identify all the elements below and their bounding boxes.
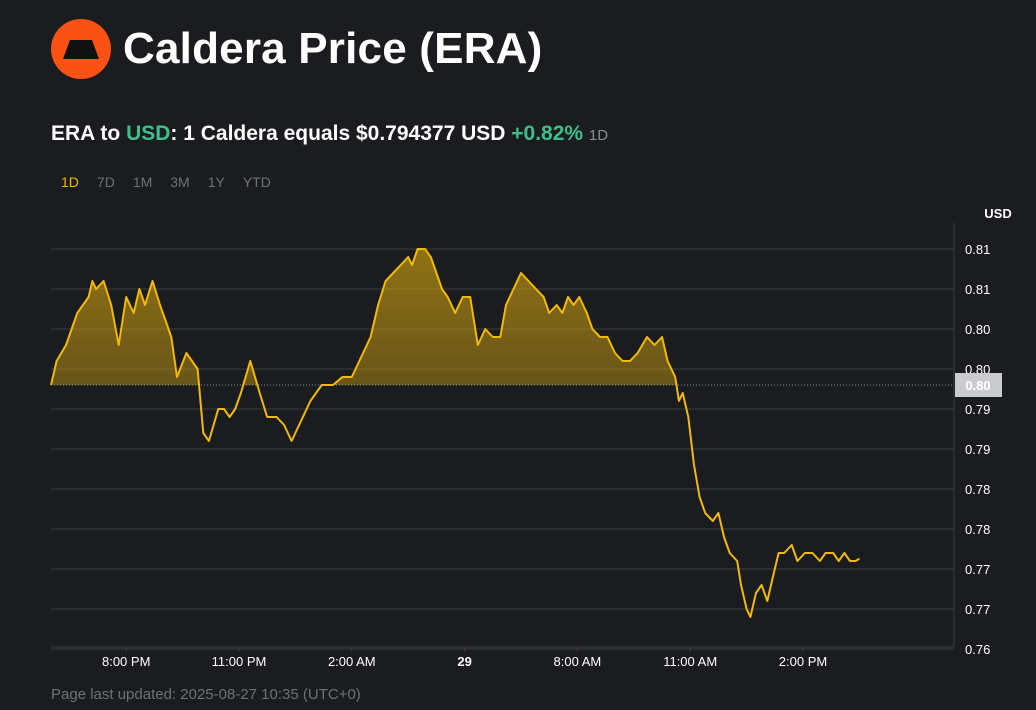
pair-quote-link[interactable]: USD: [126, 122, 171, 145]
x-tick-label: 8:00 PM: [102, 654, 150, 669]
x-tick-label: 2:00 AM: [328, 654, 376, 669]
y-tick-label: 0.81: [965, 282, 990, 297]
current-price-label: 0.80: [965, 378, 990, 393]
price-summary: ERA to USD: 1 Caldera equals $0.794377 U…: [51, 122, 608, 146]
x-tick-label: 8:00 AM: [554, 654, 602, 669]
y-tick-label: 0.77: [965, 602, 990, 617]
y-tick-label: 0.81: [965, 242, 990, 257]
x-tick-label: 29: [457, 654, 471, 669]
tab-1y[interactable]: 1Y: [207, 174, 225, 190]
tab-ytd[interactable]: YTD: [242, 174, 271, 190]
current-price-badge: [955, 373, 1002, 397]
pair-base: ERA to: [51, 122, 127, 145]
x-tick-label: 2:00 PM: [779, 654, 827, 669]
y-tick-label: 0.76: [965, 642, 990, 657]
price-area-fill: [51, 249, 860, 385]
y-tick-label: 0.80: [965, 322, 990, 337]
y-tick-label: 0.78: [965, 482, 990, 497]
last-updated: Page last updated: 2025-08-27 10:35 (UTC…: [51, 686, 361, 703]
page-header: Caldera Price (ERA): [51, 19, 543, 79]
time-range-tabs: 1D 7D 1M 3M 1Y YTD: [51, 173, 280, 191]
page-title: Caldera Price (ERA): [123, 24, 543, 73]
x-tick-label: 11:00 PM: [212, 654, 267, 669]
price-change: +0.82%: [511, 122, 584, 145]
tab-1m[interactable]: 1M: [132, 174, 153, 190]
y-tick-label: 0.79: [965, 402, 990, 417]
tab-3m[interactable]: 3M: [170, 174, 190, 190]
y-axis-currency-label: USD: [984, 206, 1011, 221]
caldera-logo-icon: [51, 19, 111, 79]
y-tick-label: 0.78: [965, 522, 990, 537]
price-line[interactable]: [50, 248, 860, 618]
price-equals-text: : 1 Caldera equals $0.794377 USD: [170, 122, 506, 145]
change-period: 1D: [588, 127, 609, 144]
price-chart[interactable]: USD 0.81 0.81 0.80 0.80 0.79 0.79 0.78 0.78 0.77 0…: [0, 195, 1036, 675]
y-tick-label: 0.79: [965, 442, 990, 457]
tab-1d[interactable]: 1D: [61, 174, 79, 190]
tab-7d[interactable]: 7D: [96, 174, 115, 190]
y-tick-label: 0.77: [965, 562, 990, 577]
x-tick-label: 11:00 AM: [663, 654, 717, 669]
